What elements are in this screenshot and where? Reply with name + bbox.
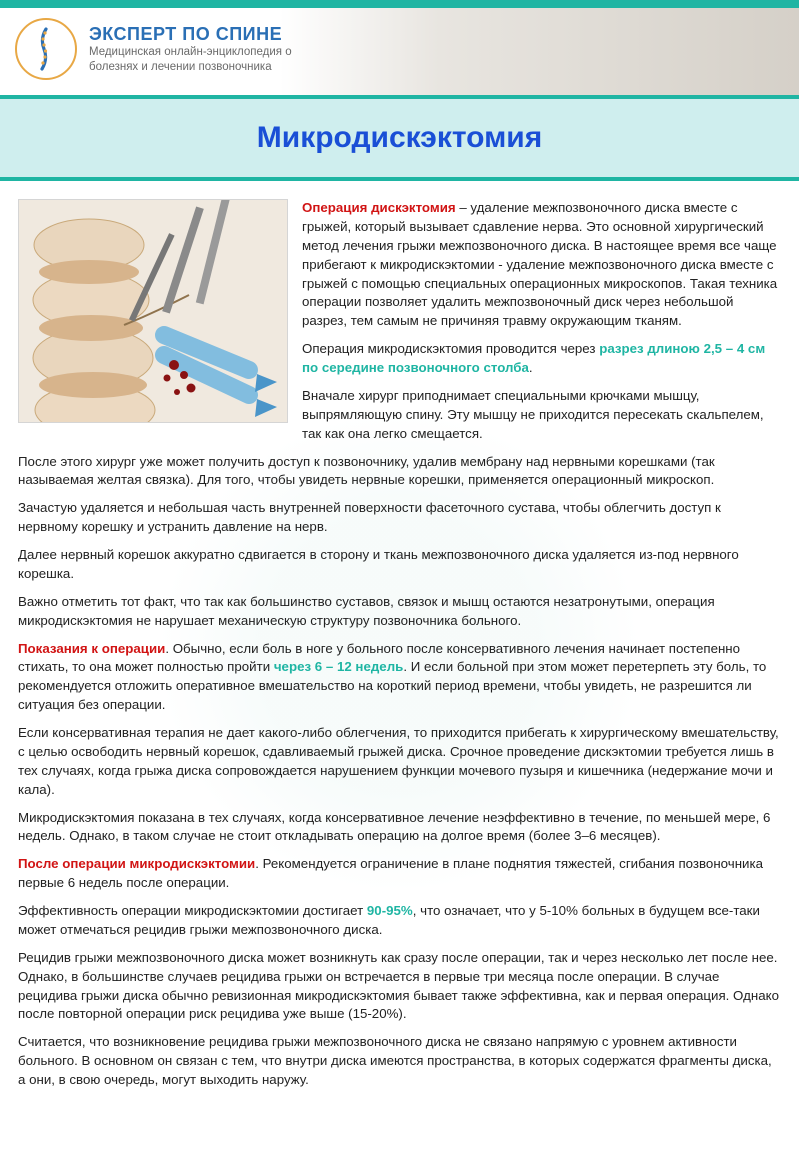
top-accent-bar bbox=[0, 0, 799, 8]
surgery-illustration bbox=[18, 199, 288, 423]
title-band: Микродискэктомия bbox=[0, 99, 799, 181]
paragraph-8: Показания к операции. Обычно, если боль … bbox=[18, 640, 781, 716]
paragraph-6: Далее нервный корешок аккуратно сдвигает… bbox=[18, 546, 781, 584]
p2-post: . bbox=[529, 360, 533, 375]
spine-icon bbox=[32, 27, 60, 71]
paragraph-9: Если консервативная терапия не дает како… bbox=[18, 724, 781, 800]
brand-subtitle: Медицинская онлайн-энциклопедия о болезн… bbox=[89, 45, 309, 75]
paragraph-7: Важно отметить тот факт, что так как бол… bbox=[18, 593, 781, 631]
paragraph-12: Эффективность операции микродискэктомии … bbox=[18, 902, 781, 940]
paragraph-14: Считается, что возникновение рецидива гр… bbox=[18, 1033, 781, 1090]
brand-text: ЭКСПЕРТ ПО СПИНЕ Медицинская онлайн-энци… bbox=[89, 24, 309, 75]
paragraph-5: Зачастую удаляется и небольшая часть вну… bbox=[18, 499, 781, 537]
page-title: Микродискэктомия bbox=[0, 121, 799, 155]
site-header: ЭКСПЕРТ ПО СПИНЕ Медицинская онлайн-энци… bbox=[0, 8, 799, 99]
paragraph-13: Рецидив грыжи межпозвоночного диска може… bbox=[18, 949, 781, 1025]
p12-highlight: 90-95% bbox=[367, 903, 413, 918]
p2-pre: Операция микродискэктомия проводится чер… bbox=[302, 341, 599, 356]
logo bbox=[15, 18, 77, 80]
lead-term-3: После операции микродискэктомии bbox=[18, 856, 255, 871]
brand-title: ЭКСПЕРТ ПО СПИНЕ bbox=[89, 24, 309, 45]
lead-term-2: Показания к операции bbox=[18, 641, 165, 656]
paragraph-10: Микродискэктомия показана в тех случаях,… bbox=[18, 809, 781, 847]
article-body: Операция дискэктомия – удаление межпозво… bbox=[0, 181, 799, 1123]
paragraph-4: После этого хирург уже может получить до… bbox=[18, 453, 781, 491]
p1-text: – удаление межпозвоночного диска вместе … bbox=[302, 200, 777, 328]
p8-highlight: через 6 – 12 недель bbox=[274, 659, 403, 674]
lead-term-1: Операция дискэктомия bbox=[302, 200, 456, 215]
p12-pre: Эффективность операции микродискэктомии … bbox=[18, 903, 367, 918]
paragraph-11: После операции микродискэктомии. Рекомен… bbox=[18, 855, 781, 893]
